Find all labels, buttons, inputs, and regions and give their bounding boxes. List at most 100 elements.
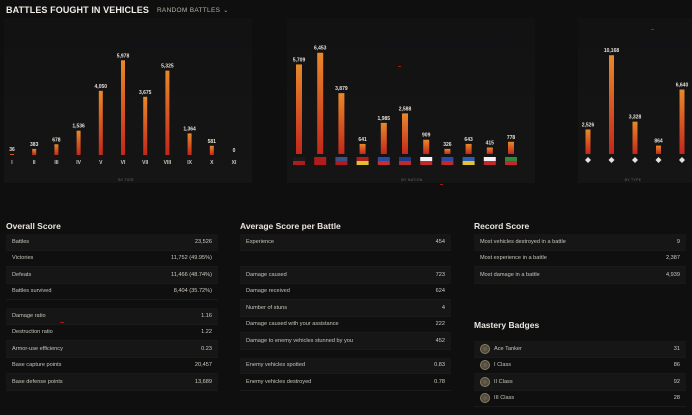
bar-value-label: 0 xyxy=(233,148,236,154)
bar[interactable] xyxy=(380,122,387,154)
tier-label: V xyxy=(99,160,103,166)
bar[interactable] xyxy=(317,52,324,155)
stat-row: Most vehicles destroyed in a battle 9 xyxy=(474,234,686,251)
tier-label: X xyxy=(210,160,214,166)
tier-chart-svg: 36 I 383 II 678 III 1,536 IV 4,050 V 5,978 VI 3,675 V… xyxy=(9,53,237,182)
bar-value-label: 678 xyxy=(52,137,61,143)
stat-row: Damage received 624 xyxy=(240,284,451,300)
france-flag-icon xyxy=(377,157,390,165)
bar[interactable] xyxy=(54,144,59,155)
bar[interactable] xyxy=(76,130,81,155)
tier-label: VII xyxy=(142,160,149,166)
page-title: BATTLES FOUGHT IN VEHICLES xyxy=(6,5,149,15)
stat-label: Battles xyxy=(12,238,30,245)
overall-score-title: Overall Score xyxy=(6,221,61,231)
bar[interactable] xyxy=(656,145,661,154)
stat-label: Armor-use efficiency xyxy=(12,345,63,352)
stat-label: Defeats xyxy=(12,271,32,278)
stat-label: Base defense points xyxy=(12,378,63,385)
bar-value-label: 4,050 xyxy=(95,84,108,90)
stat-value: 624 xyxy=(435,288,445,295)
poland-flag-icon xyxy=(483,157,496,165)
stat-row: Most damage in a battle 4,939 xyxy=(474,267,686,284)
spg-class-icon xyxy=(679,157,685,163)
usa-flag-icon xyxy=(335,157,348,165)
bar[interactable] xyxy=(296,64,302,154)
tier-label: III xyxy=(54,160,59,166)
bar-value-label: 864 xyxy=(654,139,663,145)
stat-value: 0.78 xyxy=(434,378,445,385)
bar[interactable] xyxy=(508,141,514,154)
bar-value-label: 5,709 xyxy=(293,57,306,63)
stat-label: Damage caused with your assistance xyxy=(246,321,339,328)
stat-label: Most experience in a battle xyxy=(480,255,547,262)
stat-label: Most vehicles destroyed in a battle xyxy=(480,238,566,245)
stat-row: Most experience in a battle 2,387 xyxy=(474,251,686,267)
class-2-icon xyxy=(480,376,490,387)
stat-value: 1.16 xyxy=(201,312,212,319)
stat-label: II Class xyxy=(494,378,513,385)
bar[interactable] xyxy=(609,55,614,154)
bar[interactable] xyxy=(121,60,125,155)
class-1-icon xyxy=(480,360,490,371)
bar[interactable] xyxy=(465,143,472,154)
overall-group-1: Battles 23,526 Victories 11,752 (49.95%) Def… xyxy=(6,234,218,300)
bar[interactable] xyxy=(338,93,345,154)
czech-flag-icon xyxy=(441,157,454,165)
bar-value-label: 641 xyxy=(358,137,367,143)
bar[interactable] xyxy=(585,129,591,154)
stat-label: Enemy vehicles destroyed xyxy=(246,378,312,385)
bar[interactable] xyxy=(486,147,493,154)
average-score-section: Average Score per Battle Experience 454 D… xyxy=(240,218,451,391)
mastery-rows: Ace Tanker 31 I Class 86 II Class 92 III Class… xyxy=(474,341,686,407)
bar-value-label: 6,640 xyxy=(676,82,689,88)
bar[interactable] xyxy=(209,145,214,155)
bar[interactable] xyxy=(679,89,685,154)
bar[interactable] xyxy=(187,133,192,155)
mastery-badges-section: Mastery Badges Ace Tanker 31 I Class 86 II C… xyxy=(474,317,686,407)
page-header: BATTLES FOUGHT IN VEHICLES RANDOM BATTLE… xyxy=(6,3,229,17)
bar[interactable] xyxy=(632,121,638,154)
bar[interactable] xyxy=(10,154,14,155)
stat-label: Base capture points xyxy=(12,362,62,369)
bar-value-label: 5,978 xyxy=(117,53,130,59)
stat-value: 23,526 xyxy=(194,238,212,245)
bar[interactable] xyxy=(32,148,37,155)
stat-value: 0.23 xyxy=(201,345,212,352)
bar[interactable] xyxy=(444,148,451,154)
stat-label: Victories xyxy=(12,255,34,262)
bar[interactable] xyxy=(402,113,408,154)
bar-value-label: 778 xyxy=(507,135,516,141)
stat-row: Experience 454 xyxy=(240,234,451,251)
stat-label: I Class xyxy=(494,362,512,369)
germany-flag-icon xyxy=(293,157,305,165)
battle-mode-dropdown[interactable]: RANDOM BATTLES ⌄ xyxy=(157,7,229,14)
bar[interactable] xyxy=(143,96,148,155)
tier-label: I xyxy=(11,160,13,166)
overall-score-section: Overall Score Battles 23,526 Victories 11,7… xyxy=(6,218,218,391)
stat-value: 2,387 xyxy=(666,255,680,262)
battle-mode-label: RANDOM BATTLES xyxy=(156,6,221,14)
stat-value: 86 xyxy=(673,362,680,369)
tier-label: XI xyxy=(232,160,237,166)
stat-value: 222 xyxy=(435,321,445,328)
tier-label: IV xyxy=(76,160,81,166)
td-class-icon xyxy=(655,157,662,163)
stat-row: Battles survived 8,404 (35.72%) xyxy=(6,284,218,300)
bar[interactable] xyxy=(165,70,170,155)
bar-value-label: 10,168 xyxy=(604,48,620,54)
stat-row: Ace Tanker 31 xyxy=(474,341,686,358)
stat-row: Damage ratio 1.16 xyxy=(6,308,218,325)
bar[interactable] xyxy=(423,139,430,154)
bar[interactable] xyxy=(359,143,366,154)
stat-value: 92 xyxy=(673,378,680,385)
ace-tanker-icon xyxy=(480,343,490,354)
tier-label: VI xyxy=(121,160,126,166)
stat-label: Damage to enemy vehicles stunned by you xyxy=(246,337,353,344)
stat-row: Enemy vehicles spotted 0.83 xyxy=(240,357,451,374)
stat-value: 454 xyxy=(435,238,445,245)
stat-label: Ace Tanker xyxy=(494,345,522,352)
chart-by-type: 2,526 10,168 3,328 864 6,640 BY TYPE xyxy=(578,18,692,183)
average-group-2: Damage caused 723 Damage received 624 Number… xyxy=(240,267,451,350)
bar[interactable] xyxy=(98,90,103,155)
